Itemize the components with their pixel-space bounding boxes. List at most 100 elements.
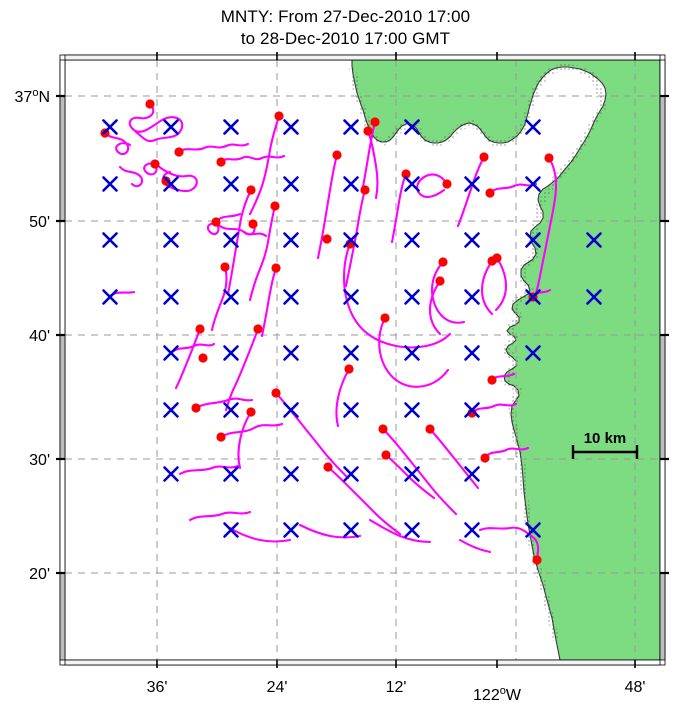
drifter-track bbox=[177, 142, 250, 154]
frame-segment bbox=[496, 54, 636, 61]
x-marker-launch-point bbox=[223, 119, 239, 135]
frame-segment bbox=[276, 659, 397, 666]
trajectory-endpoint-dot bbox=[271, 263, 281, 273]
trajectory-endpoint-dot bbox=[246, 185, 256, 195]
drifter-track bbox=[326, 465, 402, 536]
frame-segment bbox=[659, 95, 666, 222]
x-marker-launch-point bbox=[163, 176, 179, 192]
axis-labels: 37oN 50' 40' 30' 20' 36' 24' 12' 122oW 4… bbox=[15, 87, 646, 704]
trajectory-endpoint-dot bbox=[274, 111, 284, 121]
x-marker-launch-point bbox=[223, 345, 239, 361]
frame-segment bbox=[634, 659, 661, 666]
x-marker-launch-point bbox=[464, 466, 480, 482]
frame-segment bbox=[156, 659, 278, 666]
frame-segment bbox=[276, 54, 397, 61]
drifter-track bbox=[378, 316, 450, 388]
x-marker-launch-point bbox=[343, 466, 359, 482]
coastline-stipple bbox=[348, 63, 607, 641]
trajectory-endpoint-dot bbox=[195, 324, 205, 334]
frame-segment bbox=[64, 659, 158, 666]
trajectory-endpoint-dot bbox=[216, 432, 226, 442]
x-marker-launch-point bbox=[163, 119, 179, 135]
trajectory-endpoint-dot bbox=[211, 217, 221, 227]
drifter-track bbox=[360, 120, 377, 194]
drifter-track bbox=[428, 427, 480, 490]
figure-title: MNTY: From 27-Dec-2010 17:00 to 28-Dec-2… bbox=[0, 6, 691, 50]
map-frame bbox=[56, 52, 669, 668]
x-marker-launch-point bbox=[223, 289, 239, 305]
frame-segment bbox=[659, 220, 666, 336]
x-marker-launch-point bbox=[283, 176, 299, 192]
trajectory-endpoint-dot bbox=[150, 159, 160, 169]
x-marker-launch-point bbox=[283, 119, 299, 135]
frame-segment bbox=[395, 659, 498, 666]
trajectory-endpoint-dot bbox=[198, 353, 208, 363]
x-marker-launch-point bbox=[464, 345, 480, 361]
drifter-track bbox=[483, 446, 530, 460]
drifter-track bbox=[118, 165, 144, 188]
trajectory-endpoint-dot bbox=[544, 153, 554, 163]
x-marker-launch-point bbox=[404, 466, 420, 482]
frame-segment bbox=[59, 334, 66, 460]
drifter-track bbox=[237, 410, 253, 470]
drifter-track bbox=[344, 188, 367, 288]
drifter-track bbox=[390, 172, 408, 244]
x-marker-launch-point bbox=[404, 119, 420, 135]
x-marker-launch-point bbox=[525, 176, 541, 192]
x-marker-launch-point bbox=[283, 289, 299, 305]
drifter-track bbox=[478, 526, 540, 562]
trajectory-endpoint-dot bbox=[435, 276, 445, 286]
trajectory-endpoint-dot bbox=[479, 152, 489, 162]
x-marker-launch-point bbox=[404, 522, 420, 538]
ytick-label-37n: 37oN bbox=[15, 87, 50, 106]
drifter-track bbox=[458, 538, 492, 554]
x-marker-launch-point bbox=[343, 522, 359, 538]
drifter-track bbox=[188, 510, 252, 522]
drifter-track bbox=[342, 242, 452, 349]
x-marker-launch-point bbox=[223, 176, 239, 192]
drifter-track bbox=[194, 397, 254, 410]
x-marker-launch-point bbox=[525, 119, 541, 135]
x-marker-launch-point bbox=[163, 289, 179, 305]
trajectory-endpoint-dot bbox=[332, 150, 342, 160]
x-marker-launch-point bbox=[404, 289, 420, 305]
trajectory-endpoint-dot bbox=[360, 185, 370, 195]
endpoint-layer bbox=[100, 99, 554, 565]
x-marker-launch-point bbox=[343, 176, 359, 192]
trajectory-endpoint-dot bbox=[425, 424, 435, 434]
drifter-track bbox=[248, 114, 281, 216]
drifter-track bbox=[384, 453, 436, 500]
trajectory-endpoint-dot bbox=[270, 201, 280, 211]
trajectory-endpoint-dot bbox=[442, 179, 452, 189]
drifter-track bbox=[260, 266, 278, 338]
xtick-label-12: 12' bbox=[386, 679, 407, 696]
ytick-label-50: 50' bbox=[29, 214, 50, 231]
drifter-track bbox=[219, 422, 284, 439]
xtick-label-122w: 122oW bbox=[473, 685, 522, 704]
title-line-1: MNTY: From 27-Dec-2010 17:00 bbox=[220, 7, 471, 26]
drifter-track bbox=[128, 102, 184, 143]
x-marker-launch-point bbox=[163, 402, 179, 418]
frame-segment bbox=[59, 220, 66, 336]
frame-segment bbox=[395, 54, 498, 61]
land-layer bbox=[348, 60, 660, 660]
drifter-track bbox=[416, 173, 449, 199]
x-marker-launch-point bbox=[343, 232, 359, 248]
trajectory-endpoint-dot bbox=[161, 176, 171, 186]
frame-segment bbox=[59, 572, 66, 661]
scale-bar: 10 km bbox=[571, 430, 639, 459]
trajectory-endpoint-dot bbox=[220, 262, 230, 272]
trajectory-endpoint-dot bbox=[322, 234, 332, 244]
x-marker-launch-point bbox=[223, 232, 239, 248]
drifter-track bbox=[368, 518, 432, 544]
drifter-track bbox=[174, 327, 202, 390]
x-marker-launch-point bbox=[283, 345, 299, 361]
x-marker-launch-point bbox=[163, 466, 179, 482]
x-marker-launch-point bbox=[283, 402, 299, 418]
x-marker-launch-point bbox=[464, 402, 480, 418]
title-line-2: to 28-Dec-2010 17:00 GMT bbox=[240, 29, 451, 48]
trajectory-endpoint-dot bbox=[246, 407, 256, 417]
trajectory-endpoint-dot bbox=[370, 117, 380, 127]
x-marker-launch-point bbox=[102, 289, 118, 305]
